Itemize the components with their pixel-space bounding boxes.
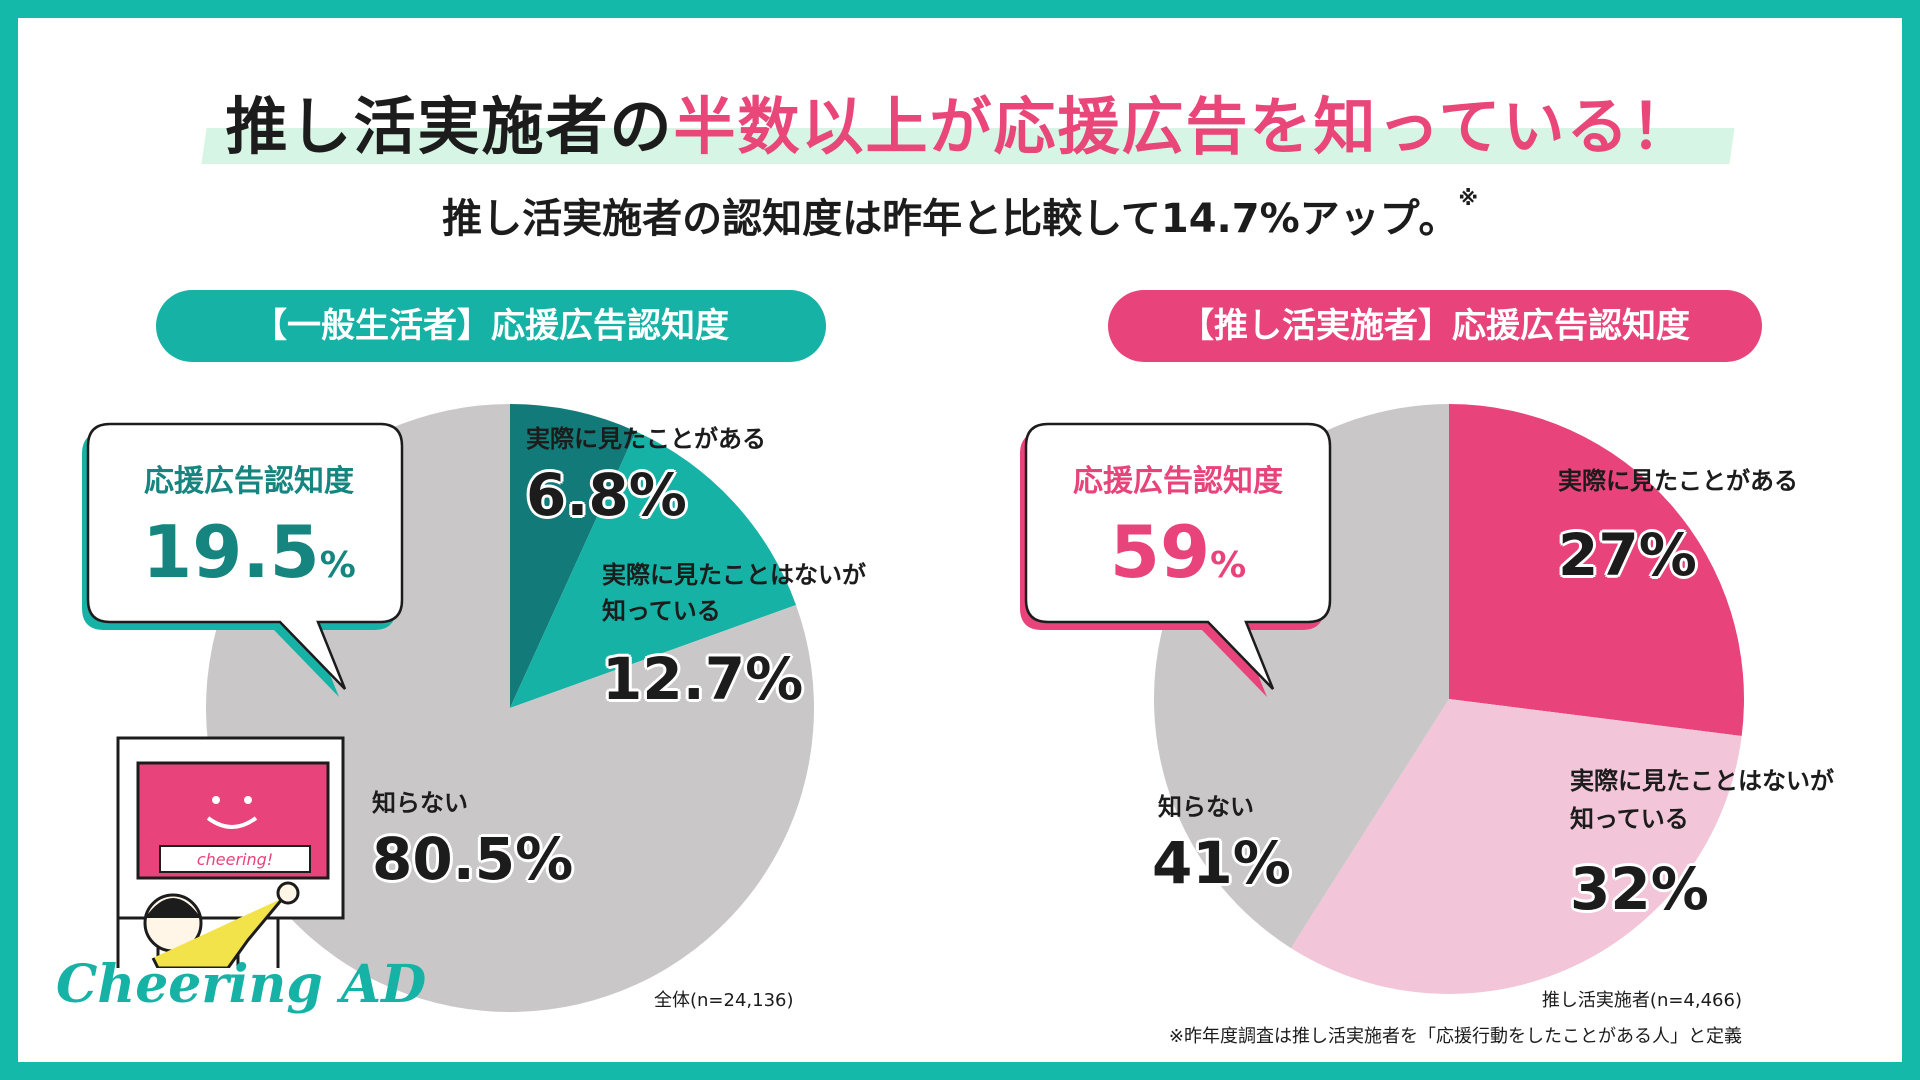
callout-bubble-general xyxy=(82,422,404,697)
pie-slice-seen xyxy=(1449,404,1744,736)
title-part1: 推し活実施者の xyxy=(225,90,674,163)
slice-label-known-line2: 知っている xyxy=(602,597,721,625)
sample-note-general: 全体(n=24,136) xyxy=(654,990,794,1011)
callout-label-general: 応援広告認知度 xyxy=(144,464,354,499)
chart-title-oshi: 【推し活実施者】応援広告認知度 xyxy=(1108,290,1762,362)
cheering-illustration: cheering! xyxy=(116,736,345,968)
callout-bubble-oshi xyxy=(1020,422,1332,697)
slice-label-unaware: 知らない xyxy=(1158,793,1254,821)
sample-note-oshi: 推し活実施者(n=4,466) xyxy=(1541,990,1742,1011)
slice-value-unaware: 41% xyxy=(1152,829,1291,897)
title-accent: 半数以上が応援広告を知っている！ xyxy=(673,90,1695,163)
slice-value-seen: 6.8% xyxy=(526,461,687,529)
footnote: ※昨年度調査は推し活実施者を「応援行動をしたことがある人」と定義 xyxy=(1168,1026,1742,1047)
subtitle-mark: ※ xyxy=(1458,186,1478,210)
slice-value-known: 32% xyxy=(1570,855,1709,923)
page-subtitle: 推し活実施者の認知度は昨年と比較して14.7%アップ。※ xyxy=(18,186,1902,244)
callout-number: 19.5 xyxy=(142,510,320,594)
slice-label-seen: 実際に見たことがある xyxy=(1558,467,1798,495)
pie-slice-known-not-seen xyxy=(510,431,797,708)
chart-title-general: 【一般生活者】応援広告認知度 xyxy=(156,290,826,362)
slice-label-seen: 実際に見たことがある xyxy=(526,425,766,453)
page-title: 推し活実施者の半数以上が応援広告を知っている！ xyxy=(18,76,1902,166)
sign-text: cheering! xyxy=(197,850,273,869)
pie-chart-oshi xyxy=(1154,404,1744,994)
brand-logo: Cheering AD xyxy=(56,954,427,1015)
subtitle-text: 推し活実施者の認知度は昨年と比較して14.7%アップ。 xyxy=(442,196,1459,242)
callout-value-general: 19.5% xyxy=(88,510,410,594)
callout-unit: % xyxy=(319,545,356,586)
slice-label-unaware: 知らない xyxy=(372,789,468,817)
stage: 推し活実施者の半数以上が応援広告を知っている！ 推し活実施者の認知度は昨年と比較… xyxy=(18,18,1902,1062)
pie-slice-seen xyxy=(510,404,636,708)
slice-label-known-line1: 実際に見たことはないが xyxy=(1570,767,1834,795)
callout-number: 59 xyxy=(1109,510,1211,594)
slice-value-seen: 27% xyxy=(1558,521,1697,589)
slice-value-unaware: 80.5% xyxy=(372,825,574,893)
callout-label-oshi: 応援広告認知度 xyxy=(1073,464,1283,499)
callout-unit: % xyxy=(1210,545,1247,586)
pie-slice-known-not-seen xyxy=(1290,699,1742,994)
infographic-frame: 推し活実施者の半数以上が応援広告を知っている！ 推し活実施者の認知度は昨年と比較… xyxy=(18,18,1902,1062)
callout-value-oshi: 59% xyxy=(1026,510,1330,594)
slice-label-known-line2: 知っている xyxy=(1570,805,1689,833)
slice-value-known: 12.7% xyxy=(602,645,804,713)
slice-label-known-line1: 実際に見たことはないが xyxy=(602,561,866,589)
